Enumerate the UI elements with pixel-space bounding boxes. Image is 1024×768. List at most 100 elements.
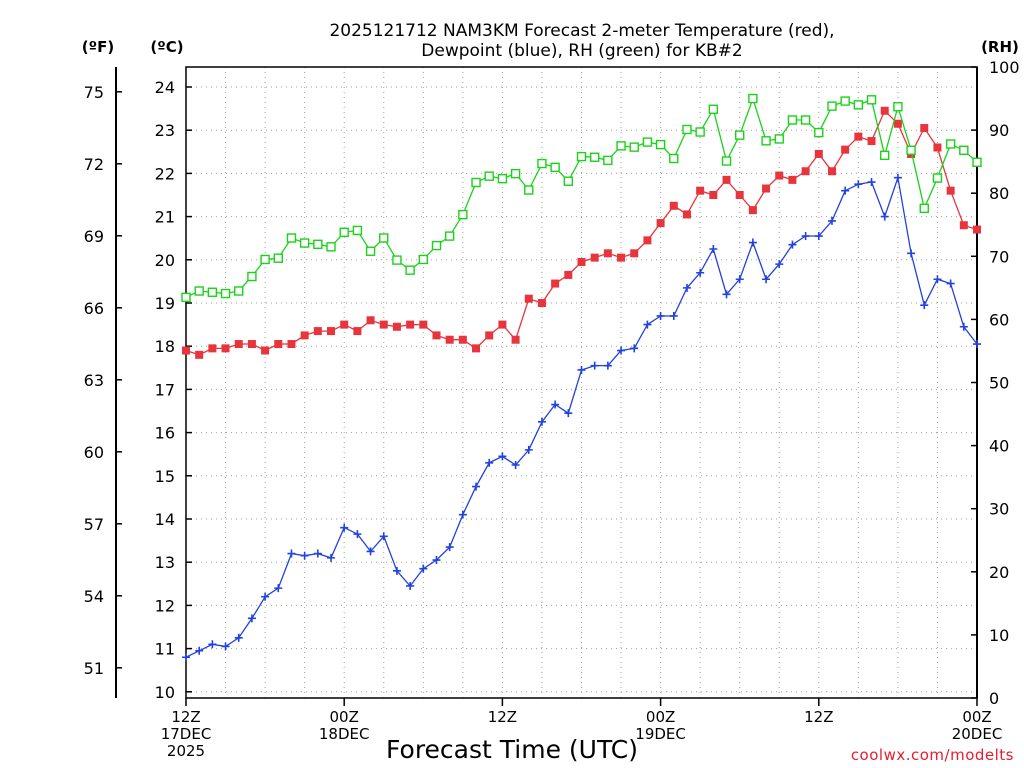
rh-point [774,134,784,144]
dewpoint-point [300,551,309,560]
temperature-point [524,294,533,303]
rh-point [273,253,283,263]
x-tick-label: 17DEC [161,725,212,743]
rh-point [919,203,929,214]
temperature-point [577,257,586,266]
rh-tick-label: 20 [989,563,1009,582]
rh-tick-label: 10 [989,626,1009,645]
dewpoint-point [617,346,626,355]
rh-point [721,156,732,166]
rh-point [853,100,864,110]
temperature-point [208,344,217,353]
x-tick-label: 2025 [167,742,205,760]
rh-point [866,95,877,105]
dewpoint-point [432,556,441,565]
chart-title-line1: 2025121712 NAM3KM Forecast 2-meter Tempe… [329,21,834,41]
celsius-tick-label: 16 [155,424,175,443]
temperature-point [788,175,797,184]
x-tick-label: 18DEC [319,725,370,743]
rh-point [392,255,402,265]
temperature-point [498,320,507,329]
fahrenheit-axis-unit: (ºF) [82,38,114,56]
chart-text: 2025121712 NAM3KM Forecast 2-meter Tempe… [82,21,1020,764]
rh-point [326,242,336,252]
temperature-point [247,340,256,349]
dewpoint-point [933,275,942,284]
dewpoint-point [801,232,810,241]
dewpoint-point [656,311,665,320]
temperature-point [537,299,546,307]
rh-point [444,231,455,241]
rh-point [735,130,745,140]
dewpoint-point [696,268,705,277]
rh-point [893,102,903,112]
temperature-point [775,171,784,180]
x-tick-label: 00Z [646,708,675,726]
celsius-tick-label: 11 [155,640,175,659]
temperature-point [340,320,349,329]
rh-point [616,141,626,151]
axes [115,66,978,706]
celsius-tick-label: 10 [155,683,175,702]
celsius-tick-label: 23 [155,121,175,140]
celsius-tick-label: 18 [155,337,175,356]
rh-point [959,145,969,155]
dewpoint-point [208,640,217,649]
dewpoint-point [775,260,784,269]
dewpoint-point [379,532,388,541]
rh-point [669,153,679,164]
temperature-point [959,221,968,230]
temperature-point [880,106,889,115]
temperature-point [182,346,190,355]
temperature-point [445,335,454,344]
dewpoint-point [748,238,757,247]
temperature-point [669,201,678,210]
rh-tick-label: 100 [989,58,1020,77]
temperature-point [472,344,481,353]
dewpoint-point [907,249,916,258]
dewpoint-point [590,361,599,370]
dewpoint-point [366,547,375,556]
temperature-point [735,191,744,199]
rh-point [840,96,850,106]
celsius-tick-label: 22 [155,164,175,183]
temperature-point [590,253,599,262]
dewpoint-point [419,564,428,573]
rh-tick-label: 60 [989,310,1009,329]
rh-point [458,209,468,220]
fahrenheit-tick-label: 60 [84,443,104,462]
rh-point [932,173,943,183]
rh-tick-label: 50 [989,374,1009,393]
fahrenheit-tick-label: 69 [84,227,104,246]
rh-point [589,152,600,162]
rh-point [761,136,771,146]
temperature-point [841,145,850,154]
temperature-point [854,132,863,141]
dewpoint-point [867,178,876,187]
rh-point [945,139,956,149]
rh-point [603,155,613,166]
x-tick-label: 19DEC [635,725,686,743]
x-tick-label: 12Z [171,708,200,726]
dewpoint-point [458,510,467,519]
x-tick-label: 00Z [330,708,359,726]
temperature-point [603,249,612,258]
celsius-tick-label: 20 [155,251,175,270]
dewpoint-point [669,311,678,320]
rh-point [708,104,719,114]
temperature-point [195,350,204,359]
rh-point [563,176,574,186]
temperature-point [458,335,467,344]
rh-point [299,238,310,248]
rh-point [827,101,837,111]
rh-axis-unit: (RH) [981,38,1019,56]
rh-point [497,173,508,184]
rh-point [642,137,653,147]
rh-point [220,288,231,299]
dewpoint-point [735,275,744,284]
fahrenheit-tick-label: 57 [84,515,104,534]
rh-point [379,233,389,243]
dewpoint-point [577,365,586,374]
rh-point [576,151,587,162]
